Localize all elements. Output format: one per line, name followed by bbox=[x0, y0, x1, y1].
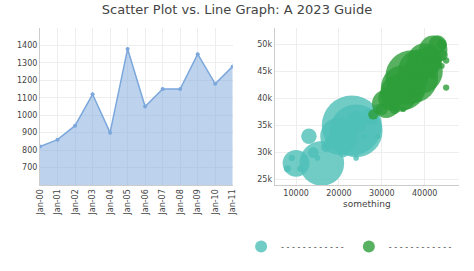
svg-text:30000: 30000 bbox=[369, 189, 394, 198]
svg-text:Jan-03: Jan-03 bbox=[88, 189, 97, 215]
svg-text:Jan-11: Jan-11 bbox=[228, 189, 237, 215]
svg-text:40000: 40000 bbox=[412, 189, 437, 198]
svg-text:1300: 1300 bbox=[17, 59, 37, 68]
svg-text:800: 800 bbox=[22, 146, 37, 155]
svg-text:something: something bbox=[343, 199, 391, 209]
svg-text:700: 700 bbox=[22, 163, 37, 172]
svg-text:25k: 25k bbox=[257, 175, 272, 184]
svg-text:Jan-02: Jan-02 bbox=[71, 189, 80, 215]
svg-text:Jan-01: Jan-01 bbox=[53, 189, 62, 215]
svg-text:Jan-09: Jan-09 bbox=[193, 189, 202, 215]
svg-text:1200: 1200 bbox=[17, 76, 37, 85]
svg-text:- - - - - - - - - - - -: - - - - - - - - - - - - bbox=[281, 243, 344, 252]
svg-text:Jan-00: Jan-00 bbox=[36, 189, 45, 215]
svg-text:Jan-08: Jan-08 bbox=[176, 189, 185, 215]
svg-text:50k: 50k bbox=[257, 40, 272, 49]
svg-text:1000: 1000 bbox=[17, 111, 37, 120]
svg-text:1100: 1100 bbox=[17, 94, 37, 103]
svg-text:Scatter Plot vs. Line Graph: A: Scatter Plot vs. Line Graph: A 2023 Guid… bbox=[102, 2, 372, 17]
svg-text:20000: 20000 bbox=[326, 189, 351, 198]
svg-text:30k: 30k bbox=[257, 148, 272, 157]
svg-text:40k: 40k bbox=[257, 94, 272, 103]
svg-text:- - - - - - - - - - - -: - - - - - - - - - - - - bbox=[389, 243, 452, 252]
svg-text:35k: 35k bbox=[257, 121, 272, 130]
svg-text:45k: 45k bbox=[257, 67, 272, 76]
svg-text:10000: 10000 bbox=[283, 189, 308, 198]
svg-text:1400: 1400 bbox=[17, 41, 37, 50]
svg-text:Jan-04: Jan-04 bbox=[106, 189, 115, 215]
svg-text:900: 900 bbox=[22, 128, 37, 137]
svg-text:Jan-06: Jan-06 bbox=[141, 189, 150, 215]
svg-text:Jan-10: Jan-10 bbox=[211, 189, 220, 215]
svg-text:Jan-05: Jan-05 bbox=[123, 189, 132, 215]
svg-text:Jan-07: Jan-07 bbox=[158, 189, 167, 215]
